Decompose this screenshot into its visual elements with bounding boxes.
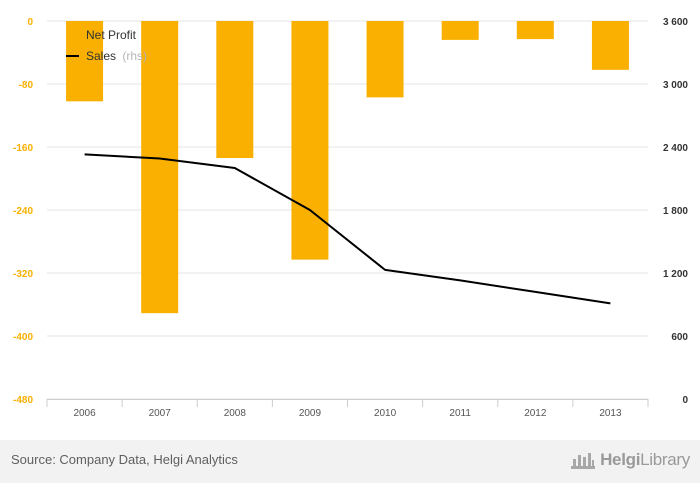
x-tick-label-2007: 2007 [149,408,172,419]
right-tick-label: 3 000 [663,80,688,91]
legend-sales: Sales (rhs) [86,49,147,63]
left-tick-label: -400 [13,332,33,343]
legend: Net Profit Sales (rhs) [66,28,147,63]
helgi-library-logo[interactable]: HelgiLibrary [570,448,690,472]
net-profit-bars [66,21,629,314]
x-tick-label-2009: 2009 [299,408,322,419]
left-tick-label: -240 [13,206,33,217]
right-tick-label: 600 [671,332,688,343]
left-tick-label: 0 [27,17,33,28]
x-tick-label-2010: 2010 [374,408,397,419]
legend-net-profit: Net Profit [86,28,137,42]
left-tick-label: -320 [13,269,33,280]
x-tick-label-2006: 2006 [73,408,96,419]
logo-text-helgi: Helgi [600,450,641,469]
sales-line-layer [84,153,611,305]
right-tick-label: 0 [682,395,688,406]
grid [47,20,648,400]
x-tick-label-2011: 2011 [449,408,471,419]
chart: 0 -80 -160 -240 -320 -400 -480 3 600 3 000 2 400 1… [13,17,688,419]
net-profit-bar-2013 [591,21,629,70]
x-tick-label-2013: 2013 [599,408,622,419]
footer: Source: Company Data, Helgi Analytics He… [0,440,700,483]
left-tick-label: -480 [13,395,33,406]
sales-line [84,153,611,305]
net-profit-bar-2006 [66,21,104,102]
legend-sales-name: Sales [86,49,116,63]
x-tick-label-2012: 2012 [524,408,547,419]
x-tick-label-2008: 2008 [224,408,247,419]
net-profit-bar-2008 [216,21,254,159]
net-profit-bar-2012 [516,21,554,40]
net-profit-bar-2011 [441,21,479,40]
logo-text-library: Library [640,450,690,469]
net-profit-bar-2010 [366,21,404,98]
net-profit-bar-2007 [141,21,179,314]
source-note: Source: Company Data, Helgi Analytics [11,452,238,467]
left-tick-label: -80 [19,80,34,91]
legend-sales-suffix: (rhs) [122,49,147,63]
library-building-icon [571,453,596,469]
axes: 0 -80 -160 -240 -320 -400 -480 3 600 3 000 2 400 1… [13,17,688,419]
left-tick-label: -160 [13,143,33,154]
logo-text: HelgiLibrary [600,450,690,470]
right-tick-label: 2 400 [663,143,688,154]
right-tick-label: 1 800 [663,206,688,217]
net-profit-bar-2009 [291,21,329,260]
right-tick-label: 3 600 [663,17,688,28]
right-tick-label: 1 200 [663,269,688,280]
